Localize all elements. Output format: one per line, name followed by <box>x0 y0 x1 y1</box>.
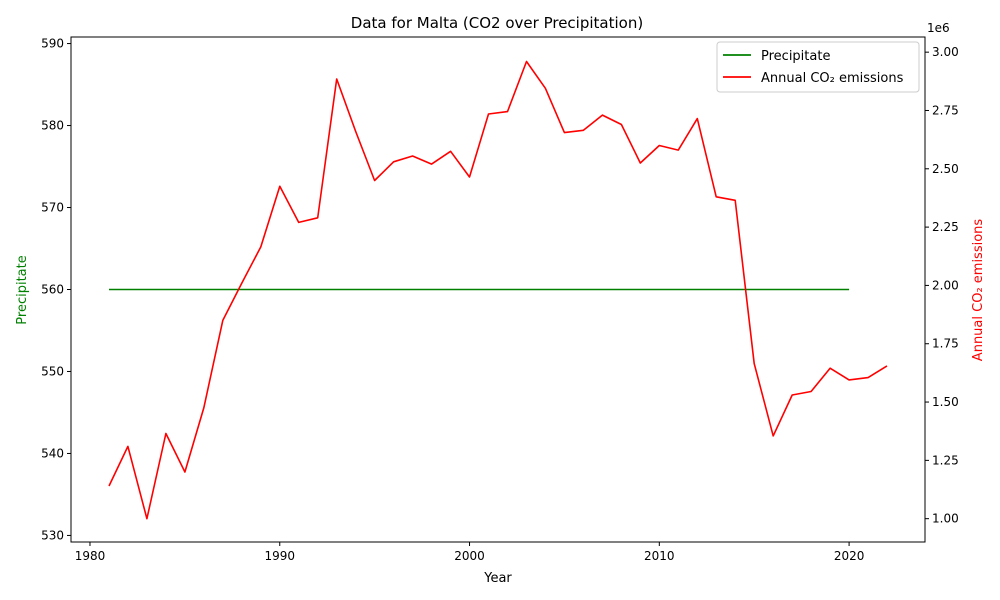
y-right-tick-label: 1.25 <box>932 453 959 467</box>
plot-area <box>108 60 888 520</box>
y-left-tick-label: 590 <box>41 37 64 51</box>
series-line-co2-emissions <box>108 60 888 520</box>
y-axis-right-offset-label: 1e6 <box>927 21 950 35</box>
x-tick-label: 1990 <box>264 549 295 563</box>
y-axis-right-label: Annual CO₂ emissions <box>971 219 986 362</box>
x-axis-label: Year <box>483 571 512 586</box>
axes: 1980 1990 2000 2010 2020 530 540 550 560 570 580 59… <box>41 36 959 563</box>
y-left-tick-label: 560 <box>41 283 64 297</box>
legend-box <box>716 41 920 93</box>
y-right-tick-label: 2.00 <box>932 278 959 292</box>
x-tick-label: 1980 <box>75 549 106 563</box>
y-right-tick-label: 2.25 <box>932 220 959 234</box>
y-right-tick-label: 2.75 <box>932 103 959 117</box>
x-tick-label: 2000 <box>454 549 485 563</box>
y-right-tick-label: 1.50 <box>932 395 959 409</box>
y-left-tick-label: 530 <box>41 528 64 542</box>
chart-title: Data for Malta (CO2 over Precipitation) <box>351 14 643 32</box>
y-left-tick-label: 580 <box>41 119 64 133</box>
legend: Precipitate Annual CO₂ emissions <box>716 41 920 93</box>
legend-label-co2: Annual CO₂ emissions <box>761 71 904 86</box>
y-left-tick-label: 540 <box>41 446 64 460</box>
y-right-tick-label: 1.75 <box>932 337 959 351</box>
y-axis-left-label: Precipitate <box>15 255 30 324</box>
x-tick-label: 2020 <box>834 549 865 563</box>
y-right-tick-label: 3.00 <box>932 45 959 59</box>
y-right-tick-label: 1.00 <box>932 512 959 526</box>
y-right-tick-label: 2.50 <box>932 162 959 176</box>
x-tick-label: 2010 <box>644 549 675 563</box>
y-left-tick-label: 570 <box>41 201 64 215</box>
y-left-tick-label: 550 <box>41 364 64 378</box>
legend-label-precipitate: Precipitate <box>761 49 830 64</box>
